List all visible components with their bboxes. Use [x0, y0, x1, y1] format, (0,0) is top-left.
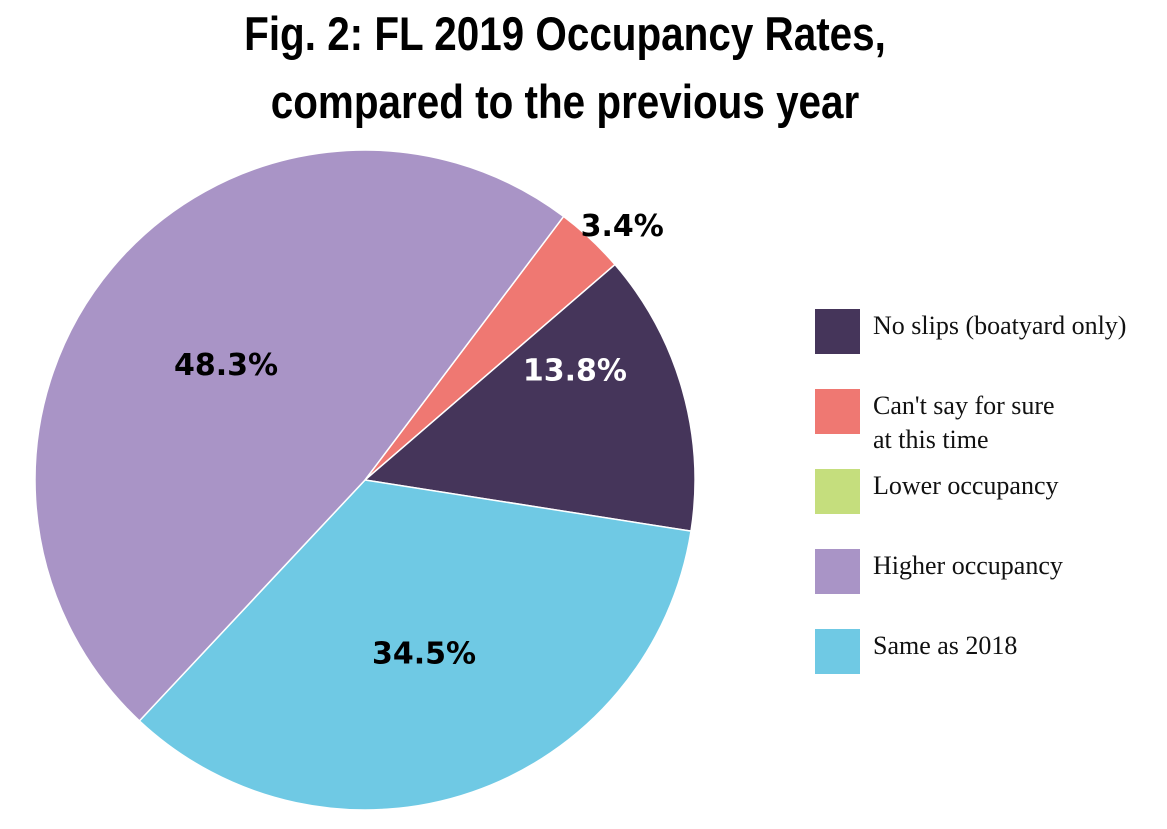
legend-label: Lower occupancy	[873, 471, 1059, 500]
data-label: 3.4%	[581, 209, 664, 244]
legend: No slips (boatyard only) Can't say for s…	[815, 305, 1165, 705]
legend-swatch	[815, 389, 860, 434]
legend-swatch	[815, 629, 860, 674]
pie-slice-same-as-2018	[138, 479, 692, 811]
legend-item-lower: Lower occupancy	[815, 465, 1165, 545]
legend-item-higher: Higher occupancy	[815, 545, 1165, 625]
pie-slice-no-slips-boatyard-only	[363, 263, 696, 533]
legend-item-cant-say: Can't say for sure at this time	[815, 385, 1165, 465]
legend-swatch	[815, 549, 860, 594]
data-label: 48.3%	[174, 348, 278, 383]
data-label: 13.8%	[523, 354, 627, 389]
legend-swatch	[815, 309, 860, 354]
legend-label: Same as 2018	[873, 631, 1018, 660]
pie-slice-higher-occupancy	[34, 149, 565, 722]
chart-title-line-2: compared to the previous year	[270, 75, 860, 128]
legend-item-same: Same as 2018	[815, 625, 1165, 705]
legend-label: No slips (boatyard only)	[873, 311, 1127, 340]
data-label: 34.5%	[372, 637, 476, 672]
chart-title: Fig. 2: FL 2019 Occupancy Rates, compare…	[135, 0, 995, 136]
legend-label: Can't say for sure at this time	[873, 391, 1055, 454]
legend-item-no-slips: No slips (boatyard only)	[815, 305, 1165, 385]
legend-label: Higher occupancy	[873, 551, 1063, 580]
chart-title-line-1: Fig. 2: FL 2019 Occupancy Rates,	[244, 7, 886, 60]
legend-swatch	[815, 469, 860, 514]
